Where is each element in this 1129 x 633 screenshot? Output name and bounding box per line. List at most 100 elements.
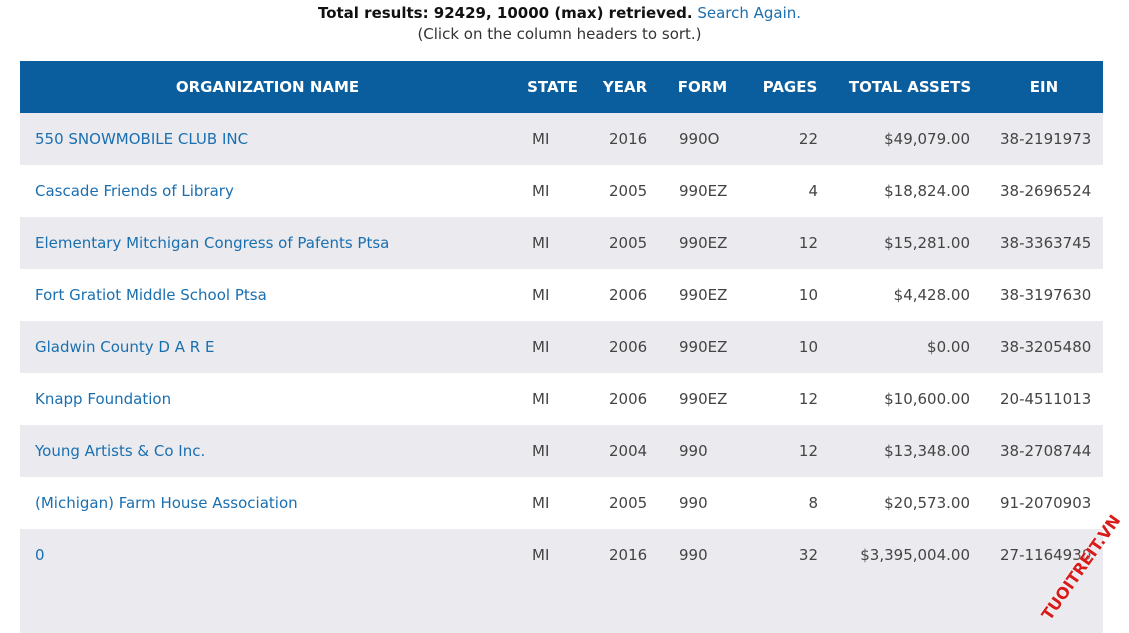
table-cell: MI [515, 165, 590, 217]
table-cell: $13,348.00 [835, 425, 985, 477]
table-cell: 12 [745, 373, 835, 425]
table-cell: 2016 [590, 113, 660, 165]
table-cell: MI [515, 113, 590, 165]
table-cell [745, 581, 835, 633]
table-cell: 0 [20, 529, 515, 581]
column-header[interactable]: PAGES [745, 61, 835, 113]
table-cell: 990 [660, 425, 745, 477]
table-cell [590, 581, 660, 633]
sort-hint: (Click on the column headers to sort.) [417, 25, 701, 43]
column-header[interactable]: FORM [660, 61, 745, 113]
table-row: Fort Gratiot Middle School Ptsa MI2006990… [20, 269, 1103, 321]
organization-link[interactable]: Cascade Friends of Library [35, 182, 234, 200]
table-cell: 2006 [590, 373, 660, 425]
table-cell: 990EZ [660, 217, 745, 269]
table-cell: 990EZ [660, 165, 745, 217]
table-cell: 38-2191973 [985, 113, 1103, 165]
table-cell: Young Artists & Co Inc. [20, 425, 515, 477]
table-cell: 38-2708744 [985, 425, 1103, 477]
table-cell: MI [515, 217, 590, 269]
results-summary: Total results: 92429, 10000 (max) retrie… [318, 4, 693, 22]
organization-link[interactable]: 0 [35, 546, 45, 564]
table-row: 550 SNOWMOBILE CLUB INC MI2016990O22$49,0… [20, 113, 1103, 165]
table-cell: Fort Gratiot Middle School Ptsa [20, 269, 515, 321]
table-cell: MI [515, 373, 590, 425]
results-table: ORGANIZATION NAMESTATEYEARFORMPAGESTOTAL… [20, 61, 1103, 633]
table-cell: 990O [660, 113, 745, 165]
table-cell: 20-4511013 [985, 373, 1103, 425]
table-cell: Cascade Friends of Library [20, 165, 515, 217]
table-row: Knapp Foundation MI2006990EZ12$10,600.002… [20, 373, 1103, 425]
table-cell: 2005 [590, 477, 660, 529]
table-row: Cascade Friends of Library MI2005990EZ4$1… [20, 165, 1103, 217]
table-cell: $4,428.00 [835, 269, 985, 321]
organization-link[interactable]: 550 SNOWMOBILE CLUB INC [35, 130, 248, 148]
table-cell: 32 [745, 529, 835, 581]
table-cell: 38-3197630 [985, 269, 1103, 321]
table-row: Gladwin County D A R E MI2006990EZ10$0.00… [20, 321, 1103, 373]
table-cell: 2004 [590, 425, 660, 477]
table-body: 550 SNOWMOBILE CLUB INCMI2016990O22$49,0… [20, 113, 1103, 633]
table-cell: 10 [745, 269, 835, 321]
table-cell: 990 [660, 477, 745, 529]
column-header[interactable]: TOTAL ASSETS [835, 61, 985, 113]
organization-link[interactable]: Elementary Mitchigan Congress of Pafents… [35, 234, 389, 252]
table-cell: 38-2696524 [985, 165, 1103, 217]
table-cell: $18,824.00 [835, 165, 985, 217]
table-cell [660, 581, 745, 633]
table-cell: Knapp Foundation [20, 373, 515, 425]
table-cell: MI [515, 321, 590, 373]
table-cell: MI [515, 477, 590, 529]
column-header[interactable]: ORGANIZATION NAME [20, 61, 515, 113]
table-cell: 8 [745, 477, 835, 529]
organization-link[interactable]: Fort Gratiot Middle School Ptsa [35, 286, 267, 304]
table-cell: $20,573.00 [835, 477, 985, 529]
table-cell: $49,079.00 [835, 113, 985, 165]
table-cell: $15,281.00 [835, 217, 985, 269]
table-row: Elementary Mitchigan Congress of Pafents… [20, 217, 1103, 269]
table-cell: 2005 [590, 217, 660, 269]
table-cell [515, 581, 590, 633]
column-header[interactable]: EIN [985, 61, 1103, 113]
organization-link[interactable]: (Michigan) Farm House Association [35, 494, 298, 512]
table-cell: 2005 [590, 165, 660, 217]
table-cell: 990EZ [660, 321, 745, 373]
table-cell: 990EZ [660, 373, 745, 425]
table-cell: $10,600.00 [835, 373, 985, 425]
table-cell: 38-3205480 [985, 321, 1103, 373]
table-cell: 2016 [590, 529, 660, 581]
table-cell: MI [515, 529, 590, 581]
table-cell: 91-2070903 [985, 477, 1103, 529]
table-cell: 990 [660, 529, 745, 581]
table-cell: 10 [745, 321, 835, 373]
table-cell: 2006 [590, 269, 660, 321]
table-cell: Gladwin County D A R E [20, 321, 515, 373]
table-cell: 550 SNOWMOBILE CLUB INC [20, 113, 515, 165]
table-row: (Michigan) Farm House AssociationMI20059… [20, 477, 1103, 529]
table-cell: 990EZ [660, 269, 745, 321]
table-row [20, 581, 1103, 633]
table-cell [20, 581, 515, 633]
table-cell: $0.00 [835, 321, 985, 373]
table-cell: 4 [745, 165, 835, 217]
table-cell: 2006 [590, 321, 660, 373]
column-header[interactable]: STATE [515, 61, 590, 113]
table-cell: (Michigan) Farm House Association [20, 477, 515, 529]
table-cell: 22 [745, 113, 835, 165]
table-cell: MI [515, 425, 590, 477]
table-cell [835, 581, 985, 633]
table-row: 0MI201699032$3,395,004.0027-1164930 [20, 529, 1103, 581]
organization-link[interactable]: Knapp Foundation [35, 390, 171, 408]
organization-link[interactable]: Gladwin County D A R E [35, 338, 214, 356]
table-cell: 38-3363745 [985, 217, 1103, 269]
header-row: ORGANIZATION NAMESTATEYEARFORMPAGESTOTAL… [20, 61, 1103, 113]
page: Total results: 92429, 10000 (max) retrie… [0, 0, 1129, 605]
table-cell: $3,395,004.00 [835, 529, 985, 581]
table-cell: MI [515, 269, 590, 321]
search-again-link[interactable]: Search Again. [697, 4, 801, 22]
table-row: Young Artists & Co Inc. MI200499012$13,34… [20, 425, 1103, 477]
column-header[interactable]: YEAR [590, 61, 660, 113]
table-cell: Elementary Mitchigan Congress of Pafents… [20, 217, 515, 269]
table-cell: 12 [745, 425, 835, 477]
organization-link[interactable]: Young Artists & Co Inc. [35, 442, 205, 460]
